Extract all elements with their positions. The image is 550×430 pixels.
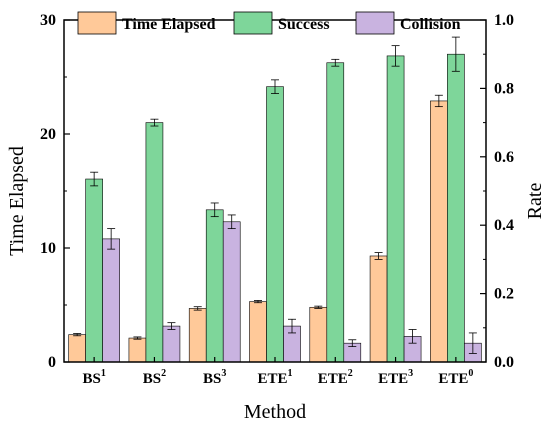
category-label-base: ETE xyxy=(257,371,287,387)
right-axis-tick-label: 0.6 xyxy=(494,149,514,166)
left-axis-title: Time Elapsed xyxy=(6,146,28,256)
bar-time-elapsed-5 xyxy=(369,255,388,363)
legend: Time Elapsed Success Collision xyxy=(77,11,461,35)
category-label-base: ETE xyxy=(318,371,348,387)
category-label-superscript: 0 xyxy=(468,368,473,379)
right-axis-tick-label: 1.0 xyxy=(494,12,514,29)
x-axis-title: Method xyxy=(244,401,306,423)
category-label: BS3 xyxy=(203,368,226,387)
right-axis-title: Rate xyxy=(524,183,546,220)
legend-swatch-success xyxy=(233,11,273,35)
bar-success-3 xyxy=(266,86,284,363)
bar-success-2 xyxy=(205,209,224,363)
bar-success-0 xyxy=(85,178,103,363)
category-label: ETE3 xyxy=(378,368,413,387)
category-label-superscript: 1 xyxy=(288,368,293,379)
bars-layer xyxy=(68,53,482,363)
bar-collision-2 xyxy=(222,221,241,363)
category-label: ETE1 xyxy=(257,368,292,387)
bar-success-5 xyxy=(386,55,405,363)
right-axis-tick-label: 0.2 xyxy=(494,286,514,303)
bar-success-1 xyxy=(145,122,164,363)
bar-time-elapsed-3 xyxy=(249,301,267,363)
right-axis-tick-label: 0.4 xyxy=(494,217,514,234)
legend-swatch-collision xyxy=(355,11,395,35)
category-label-base: BS xyxy=(143,371,161,387)
category-label-base: ETE xyxy=(378,371,408,387)
bar-collision-1 xyxy=(162,325,181,363)
bar-time-elapsed-4 xyxy=(309,306,328,363)
category-label: ETE0 xyxy=(438,368,473,387)
error-bars-layer xyxy=(73,36,477,354)
right-axis-tick-label: 0.8 xyxy=(494,80,514,97)
bar-time-elapsed-2 xyxy=(188,308,207,363)
left-axis-tick-label: 0 xyxy=(48,354,56,371)
bar-collision-0 xyxy=(102,238,120,363)
category-label-superscript: 2 xyxy=(161,368,166,379)
legend-label-time-elapsed: Time Elapsed xyxy=(122,16,216,33)
right-axis-tick-label: 0.0 xyxy=(494,354,514,371)
category-label-base: ETE xyxy=(438,371,468,387)
category-label: BS2 xyxy=(143,368,166,387)
category-label-superscript: 1 xyxy=(101,368,106,379)
left-axis-tick-label: 30 xyxy=(40,12,56,29)
category-label-superscript: 2 xyxy=(348,368,353,379)
legend-swatch-time-elapsed xyxy=(77,11,117,35)
bar-success-4 xyxy=(326,62,345,363)
legend-label-success: Success xyxy=(278,16,330,33)
left-axis-tick-label: 10 xyxy=(40,240,56,257)
category-label: BS1 xyxy=(82,368,105,387)
category-label-superscript: 3 xyxy=(408,368,413,379)
category-label: ETE2 xyxy=(318,368,353,387)
legend-label-collision: Collision xyxy=(400,16,461,33)
bar-time-elapsed-1 xyxy=(128,337,147,363)
category-label-superscript: 3 xyxy=(221,368,226,379)
bar-time-elapsed-6 xyxy=(430,100,448,363)
bar-success-6 xyxy=(447,53,465,363)
category-label-base: BS xyxy=(82,371,100,387)
category-label-base: BS xyxy=(203,371,221,387)
bar-time-elapsed-0 xyxy=(68,334,86,363)
left-axis-tick-label: 20 xyxy=(40,126,56,143)
